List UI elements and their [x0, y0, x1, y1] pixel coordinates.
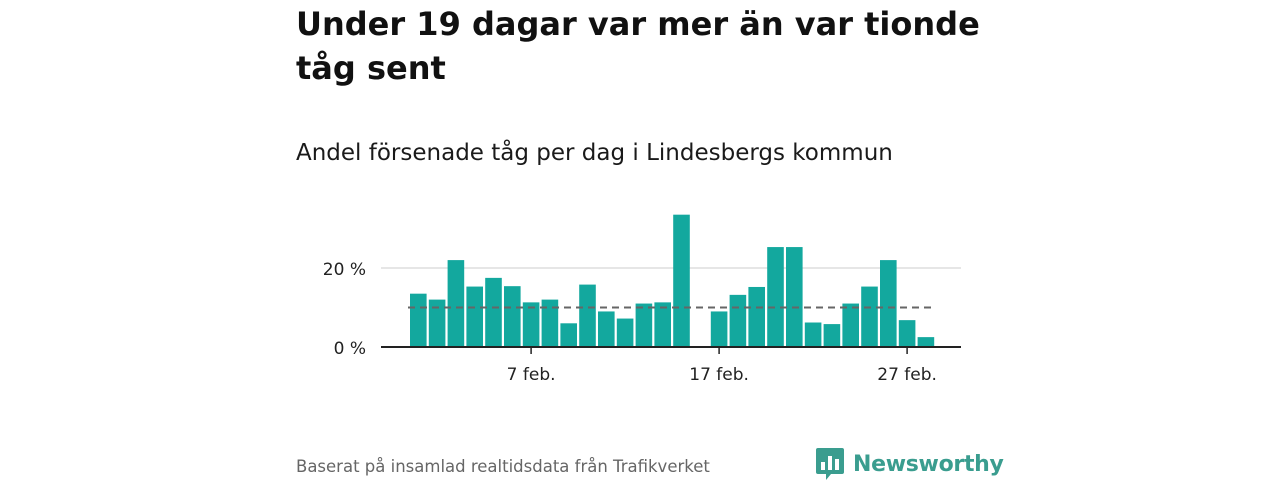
- brand-name: Newsworthy: [853, 451, 1004, 477]
- bar: [748, 286, 765, 347]
- bar: [880, 260, 897, 347]
- x-tick-label: 17 feb.: [689, 365, 749, 385]
- bar: [447, 260, 465, 347]
- bar: [823, 324, 841, 347]
- x-tick-label: 27 feb.: [877, 365, 937, 385]
- bar: [410, 293, 427, 347]
- chart-subtitle: Andel försenade tåg per dag i Lindesberg…: [296, 140, 893, 166]
- bar: [616, 318, 634, 347]
- bar: [522, 302, 540, 347]
- bar: [842, 303, 859, 347]
- bar: [560, 323, 577, 347]
- bar: [541, 299, 559, 347]
- bar: [466, 286, 483, 347]
- bar: [861, 286, 878, 347]
- bar: [654, 302, 671, 347]
- bar: [898, 320, 916, 347]
- bar: [804, 322, 822, 347]
- x-tick-label: 7 feb.: [507, 365, 556, 385]
- bar: [504, 286, 521, 347]
- bar: [767, 247, 784, 347]
- bar: [579, 284, 596, 347]
- bar: [786, 247, 803, 347]
- bar: [428, 299, 446, 347]
- y-tick-label: 20 %: [323, 260, 366, 280]
- chart-title: Under 19 dagar var mer än var tionde tåg…: [296, 5, 980, 87]
- source-note: Baserat på insamlad realtidsdata från Tr…: [296, 457, 710, 476]
- bar: [673, 214, 690, 347]
- bar: [917, 337, 935, 347]
- bar: [710, 311, 728, 347]
- bar-chart-logo-icon: [816, 448, 844, 480]
- y-tick-label: 0 %: [334, 339, 366, 359]
- newsworthy-logo: Newsworthy: [815, 447, 1004, 481]
- bar: [598, 311, 615, 347]
- bar: [485, 277, 502, 347]
- bar: [729, 294, 747, 347]
- bar: [635, 303, 653, 347]
